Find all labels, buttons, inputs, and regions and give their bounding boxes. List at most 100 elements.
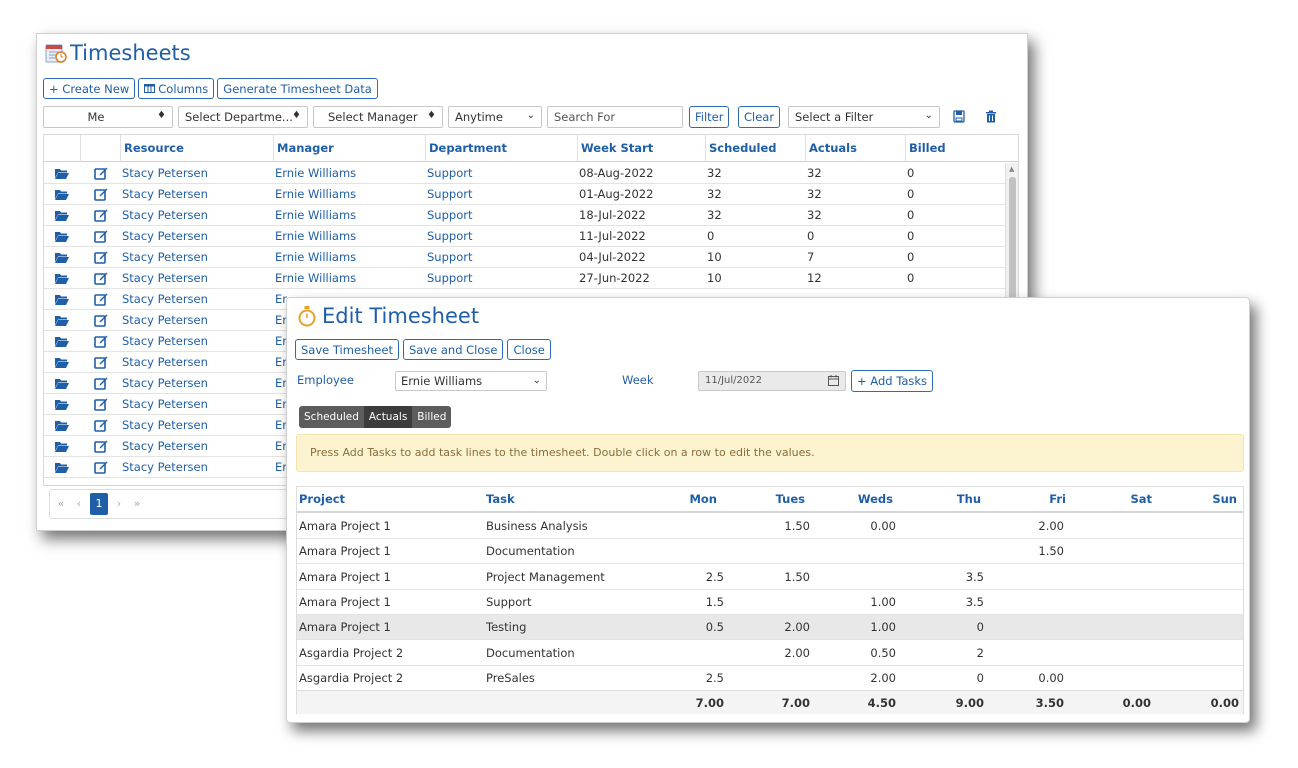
cell-manager[interactable]: Ernie Williams [275,166,357,180]
page-last-button[interactable]: » [133,497,141,510]
trash-icon[interactable] [985,110,997,123]
edit-icon[interactable] [94,418,108,432]
column-header-sat[interactable]: Sat [1130,492,1152,506]
date-range-select[interactable]: Anytime ⌄ [448,106,542,128]
cell-sun[interactable] [1177,539,1239,564]
open-folder-icon[interactable] [55,357,69,368]
close-button[interactable]: Close [507,339,551,360]
manager-select[interactable]: Select Manager ♦ [313,106,443,128]
page-prev-button[interactable]: ‹ [76,497,82,510]
column-header-scheduled[interactable]: Scheduled [705,135,805,162]
task-row[interactable]: Amara Project 1 Business Analysis 1.50 0.00… [297,514,1243,539]
page-next-button[interactable]: › [116,497,122,510]
cell-sat[interactable] [1089,615,1151,640]
cell-tue[interactable] [748,590,810,615]
cell-tue[interactable] [748,539,810,564]
column-header-manager[interactable]: Manager [273,135,425,162]
cell-resource[interactable]: Stacy Petersen [122,397,208,411]
cell-wed[interactable] [834,565,896,590]
cell-mon[interactable] [662,641,724,666]
column-header-fri[interactable]: Fri [1049,492,1066,506]
cell-resource[interactable]: Stacy Petersen [122,166,208,180]
column-header-tue[interactable]: Tues [775,492,805,506]
table-row[interactable]: Stacy Petersen Ernie Williams Support 08-Au… [44,163,1006,184]
cell-department[interactable]: Support [427,208,473,222]
cell-resource[interactable]: Stacy Petersen [122,334,208,348]
cell-resource[interactable]: Stacy Petersen [122,355,208,369]
cell-thu[interactable]: 3.5 [965,594,984,609]
open-folder-icon[interactable] [55,273,69,284]
open-folder-icon[interactable] [55,462,69,473]
cell-sat[interactable] [1089,565,1151,590]
cell-resource[interactable]: Stacy Petersen [122,460,208,474]
cell-sun[interactable] [1177,514,1239,539]
open-folder-icon[interactable] [55,441,69,452]
open-folder-icon[interactable] [55,315,69,326]
cell-tue[interactable]: 2.00 [784,620,810,635]
cell-manager[interactable]: Ernie Williams [275,229,357,243]
search-input[interactable]: Search For [547,106,683,128]
clear-button[interactable]: Clear [738,106,781,128]
cell-wed[interactable] [834,539,896,564]
page-first-button[interactable]: « [57,497,65,510]
table-row[interactable]: Stacy Petersen Ernie Williams Support 18-Ju… [44,205,1006,226]
cell-mon[interactable] [662,539,724,564]
week-date-input[interactable]: 11/Jul/2022 [698,371,846,391]
cell-resource[interactable]: Stacy Petersen [122,292,208,306]
cell-manager[interactable]: Er [275,376,287,390]
task-row[interactable]: Asgardia Project 2 PreSales 2.5 2.00 0 0.00 [297,666,1243,691]
column-header-sun[interactable]: Sun [1212,492,1237,506]
cell-sun[interactable] [1177,641,1239,666]
scroll-up-icon[interactable]: ▲ [1009,165,1015,173]
cell-manager[interactable]: Er [275,418,287,432]
column-header-thu[interactable]: Thu [956,492,981,506]
cell-resource[interactable]: Stacy Petersen [122,313,208,327]
task-row[interactable]: Amara Project 1 Project Management 2.5 1.50… [297,565,1243,590]
cell-sat[interactable] [1089,641,1151,666]
edit-icon[interactable] [94,376,108,390]
cell-tue[interactable]: 1.50 [784,569,810,584]
cell-tue[interactable]: 1.50 [784,519,810,533]
cell-manager[interactable]: Ernie Williams [275,187,357,201]
edit-icon[interactable] [94,334,108,348]
cell-mon[interactable]: 1.5 [705,594,724,609]
table-row[interactable]: Stacy Petersen Ernie Williams Support 11-Ju… [44,226,1006,247]
column-header-week-start[interactable]: Week Start [577,135,705,162]
cell-mon[interactable]: 2.5 [705,569,724,584]
cell-fri[interactable]: 0.00 [1038,670,1064,685]
cell-fri[interactable] [1002,641,1064,666]
cell-thu[interactable] [922,539,984,564]
cell-resource[interactable]: Stacy Petersen [122,250,208,264]
column-header-actuals[interactable]: Actuals [805,135,905,162]
cell-wed[interactable]: 2.00 [870,670,896,685]
edit-icon[interactable] [94,229,108,243]
cell-mon[interactable]: 2.5 [705,670,724,685]
cell-department[interactable]: Support [427,250,473,264]
column-header-mon[interactable]: Mon [689,492,717,506]
column-header-resource[interactable]: Resource [120,135,273,162]
cell-resource[interactable]: Stacy Petersen [122,229,208,243]
cell-resource[interactable]: Stacy Petersen [122,271,208,285]
edit-icon[interactable] [94,208,108,222]
edit-icon[interactable] [94,439,108,453]
cell-wed[interactable]: 1.00 [870,620,896,635]
edit-icon[interactable] [94,313,108,327]
column-header-department[interactable]: Department [425,135,577,162]
cell-sun[interactable] [1177,666,1239,691]
edit-icon[interactable] [94,250,108,264]
toggle-actuals[interactable]: Actuals [363,406,413,428]
open-folder-icon[interactable] [55,399,69,410]
cell-department[interactable]: Support [427,229,473,243]
cell-fri[interactable] [1002,590,1064,615]
cell-resource[interactable]: Stacy Petersen [122,439,208,453]
cell-manager[interactable]: Er [275,313,287,327]
cell-fri[interactable] [1002,615,1064,640]
save-and-close-button[interactable]: Save and Close [402,339,504,360]
cell-mon[interactable]: 0.5 [705,620,724,635]
cell-wed[interactable]: 0.00 [870,519,896,533]
department-select[interactable]: Select Departme... ♦ [178,106,308,128]
create-new-button[interactable]: + Create New [43,78,136,99]
cell-department[interactable]: Support [427,271,473,285]
edit-icon[interactable] [94,460,108,474]
generate-data-button[interactable]: Generate Timesheet Data [217,78,378,99]
